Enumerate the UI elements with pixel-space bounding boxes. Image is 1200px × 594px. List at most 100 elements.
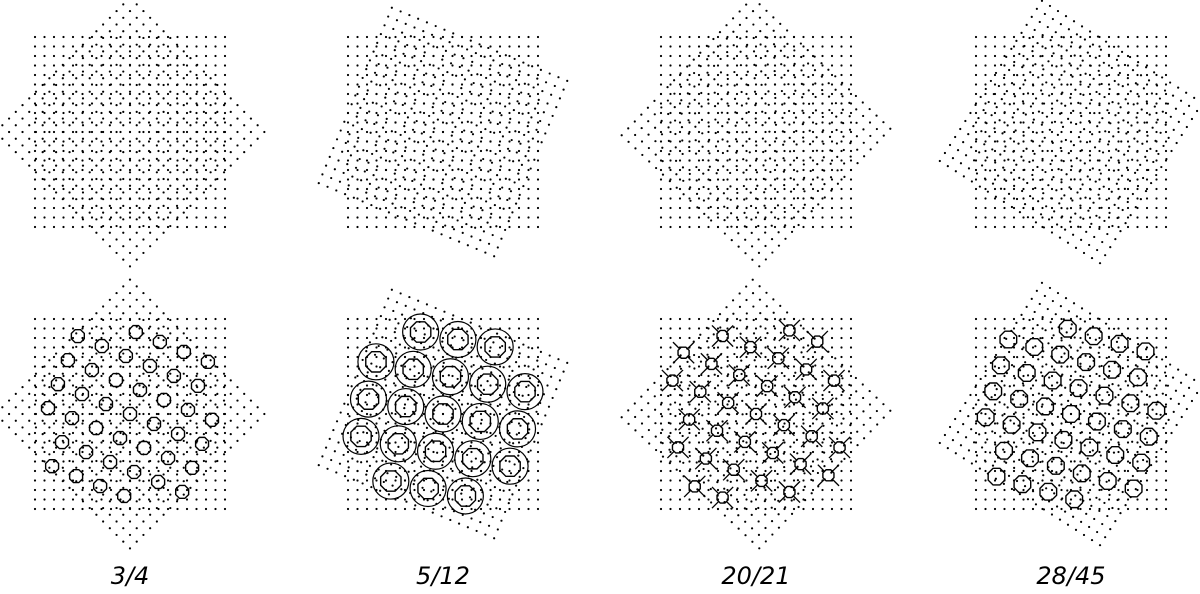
- coincidence-spoke: [687, 356, 695, 364]
- coincidence-spoke: [705, 434, 714, 442]
- coincidence-ring: [116, 488, 132, 504]
- coincidence-spoke: [694, 462, 703, 470]
- coincidence-ring: [1077, 353, 1096, 372]
- coincidence-spoke: [743, 363, 751, 372]
- coincidence-spoke: [683, 475, 691, 483]
- coincidence-ring: [40, 401, 56, 416]
- coincidence-ring: [1039, 482, 1058, 501]
- coincidence-spoke: [694, 447, 703, 455]
- coincidence-ring: [1136, 342, 1155, 361]
- coincidence-ring: [160, 450, 176, 466]
- coincidence-ring: [995, 441, 1014, 460]
- coincidence-pattern-lines: [661, 319, 851, 509]
- coincidence-spoke: [776, 441, 784, 450]
- coincidence-ring: [1069, 379, 1088, 398]
- coincidence-spoke: [711, 501, 719, 509]
- coincidence-spoke: [765, 484, 773, 492]
- coincidence-spoke: [711, 339, 719, 348]
- coincidence-ring: [822, 469, 835, 482]
- coincidence-ring: [1065, 490, 1084, 509]
- coincidence-ring: [70, 328, 86, 344]
- coincidence-ring: [112, 430, 128, 446]
- coincidence-spoke: [709, 447, 717, 455]
- rotated-lattice-dots: [620, 3, 892, 268]
- coincidence-ring: [777, 418, 791, 432]
- coincidence-spoke: [756, 375, 764, 383]
- coincidence-spoke: [765, 469, 773, 478]
- square-lattice-dots: [974, 35, 1168, 229]
- coincidence-ring: [671, 441, 685, 454]
- coincidence-spoke: [815, 425, 823, 433]
- coincidence-spoke: [754, 350, 762, 359]
- coincidence-outer-ring: [357, 343, 395, 381]
- coincidence-ring: [727, 463, 740, 476]
- coincidence-spoke: [739, 336, 747, 344]
- coincidence-ring: [1103, 360, 1122, 379]
- lattice-panel-1: [1, 3, 266, 268]
- coincidence-spoke: [700, 352, 708, 361]
- coincidence-spoke: [743, 378, 751, 387]
- coincidence-spoke: [689, 395, 697, 403]
- coincidence-ring: [699, 452, 713, 465]
- coincidence-ring: [783, 324, 796, 337]
- coincidence-spoke: [826, 412, 834, 420]
- coincidence-spoke: [733, 430, 742, 439]
- rotated-lattice-dots: [938, 0, 1199, 265]
- coincidence-ring: [1139, 427, 1158, 446]
- rotated-lattice-dots: [1, 278, 266, 550]
- coincidence-ring: [1054, 430, 1073, 449]
- coincidence-spoke: [837, 369, 846, 377]
- coincidence-ring: [744, 340, 757, 354]
- coincidence-outer-ring: [476, 328, 514, 366]
- coincidence-spoke: [783, 401, 792, 409]
- coincidence-spoke: [828, 451, 836, 459]
- coincidence-ring: [1080, 438, 1099, 457]
- coincidence-spoke: [809, 358, 818, 366]
- coincidence-ring: [1132, 453, 1151, 472]
- coincidence-spoke: [782, 362, 790, 370]
- coincidence-ring: [88, 420, 104, 436]
- coincidence-spoke: [798, 386, 807, 394]
- coincidence-ring: [755, 474, 768, 488]
- coincidence-ring: [788, 391, 802, 404]
- coincidence-ring: [200, 354, 216, 369]
- coincidence-ring: [1010, 389, 1029, 408]
- coincidence-ring: [1095, 386, 1114, 405]
- coincidence-ring: [439, 365, 462, 388]
- coincidence-ring: [122, 406, 138, 422]
- coincidence-ring: [1098, 471, 1117, 490]
- coincidence-ring: [694, 385, 707, 398]
- coincidence-spoke: [793, 334, 801, 342]
- coincidence-spoke: [793, 319, 801, 327]
- coincidence-ring: [50, 376, 66, 392]
- coincidence-spoke: [795, 373, 803, 381]
- coincidence-outer-ring: [506, 373, 544, 411]
- coincidence-outer-ring: [424, 395, 462, 433]
- coincidence-ring: [1087, 412, 1106, 431]
- caption-row: 3/4 5/12 20/21 28/45: [111, 562, 1106, 590]
- coincidence-spoke: [661, 384, 669, 392]
- coincidence-ring: [454, 485, 477, 507]
- coincidence-spoke: [705, 419, 714, 427]
- coincidence-ring: [142, 358, 158, 374]
- coincidence-spoke: [804, 467, 812, 476]
- coincidence-ring: [174, 484, 190, 500]
- coincidence-ring: [184, 460, 200, 476]
- lattice-panel-4: [938, 281, 1199, 547]
- coincidence-outer-ring: [461, 402, 499, 441]
- coincidence-spoke: [761, 456, 769, 465]
- coincidence-spoke: [737, 473, 745, 481]
- coincidence-spoke: [761, 441, 769, 450]
- coincidence-ring: [357, 388, 380, 410]
- coincidence-spoke: [772, 414, 781, 422]
- coincidence-ring: [738, 435, 752, 449]
- coincidence-spoke: [754, 336, 762, 344]
- coincidence-spoke: [832, 479, 840, 487]
- coincidence-spoke: [692, 423, 701, 431]
- coincidence-ring: [132, 382, 148, 398]
- coincidence-spoke: [720, 419, 729, 427]
- coincidence-ring: [176, 344, 192, 360]
- coincidence-outer-ring: [394, 350, 432, 388]
- coincidence-ring: [166, 368, 182, 384]
